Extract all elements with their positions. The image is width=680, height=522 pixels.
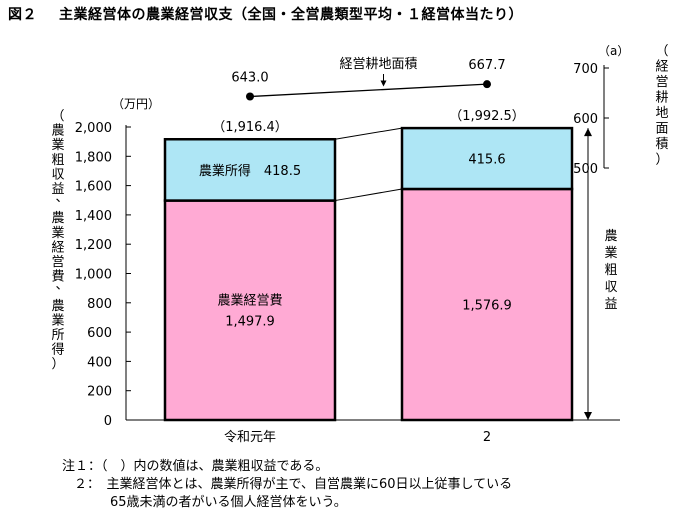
v-char: 営 <box>655 75 668 90</box>
y-tick-label: 600 <box>87 326 112 341</box>
area-axis-ticks: 500 600 700 <box>573 62 609 177</box>
area-value-label: 643.0 <box>231 71 268 86</box>
bar-income <box>163 137 337 202</box>
note-2: ２： 主業経営体とは、農業所得が主で、自営農業に60日以上従事している <box>74 477 513 492</box>
v-char: 、 <box>55 191 68 206</box>
category-label: 令和元年 <box>224 430 276 445</box>
v-char: 農 <box>51 211 64 226</box>
bars: （1,916.4） 令和元年 農業所得 418.5 農業経営費 1,497.9 （1,99… <box>163 109 592 445</box>
bracket-label: 農業粗収益 <box>604 229 617 312</box>
vertical-labels: （農業粗収益、農業経営費、農業所得）（経営耕地面積）農業粗収益 <box>51 44 668 372</box>
total-label: （1,916.4） <box>212 120 288 135</box>
v-char: 耕 <box>655 90 668 106</box>
total-label: （1,992.5） <box>449 109 525 124</box>
expense-name: 農業経営費 <box>217 292 282 308</box>
v-char: 業 <box>51 312 64 328</box>
y-tick-label: 1,400 <box>75 209 112 224</box>
area-axis-title: （経営耕地面積） <box>655 44 668 168</box>
v-char: 農 <box>51 124 64 139</box>
bar-expense <box>163 199 337 422</box>
area-label-arrow <box>380 80 387 87</box>
v-char: 農 <box>604 229 617 244</box>
area-point <box>246 92 254 101</box>
bracket-arrow-up <box>584 128 592 137</box>
y-tick-label: 1,800 <box>75 150 112 165</box>
y-tick-label: 0 <box>104 414 112 429</box>
left-axis-ticks: 0 200 400 600 800 1,000 1,200 1,400 1,600 1,800 2,… <box>75 121 131 429</box>
v-char: 粗 <box>604 263 617 278</box>
v-char: 面 <box>655 122 668 137</box>
y-tick-label: 800 <box>87 297 112 312</box>
left-axis-unit: （万円） <box>112 97 160 111</box>
area-line: 643.0 667.7 経営耕地面積 <box>231 56 506 101</box>
y-tick-label: 200 <box>87 385 112 400</box>
bar-income <box>400 126 574 191</box>
v-char: 粗 <box>51 153 64 168</box>
income-label: 415.6 <box>468 153 505 168</box>
v-char: 農 <box>51 299 64 314</box>
v-char: ） <box>51 357 64 372</box>
v-char: 地 <box>655 106 668 121</box>
y-tick-label: 400 <box>87 355 112 370</box>
title-text: 主業経営体の農業経営収支（全国・全営農類型平均・１経営体当たり） <box>59 7 523 23</box>
area-point <box>483 80 491 89</box>
y-tick-label: 1,200 <box>75 238 112 253</box>
v-char: 費 <box>51 270 64 285</box>
v-char: 益 <box>51 182 64 197</box>
y-tick-label: 1,600 <box>75 180 112 195</box>
v-char: ） <box>655 153 668 168</box>
v-char: 業 <box>51 225 64 241</box>
figure-number: 図２ <box>8 7 37 23</box>
expense-label: 1,497.9 <box>225 314 275 329</box>
note-3: 65歳未満の者がいる個人経営体をいう。 <box>110 495 347 510</box>
area-series-label: 経営耕地面積 <box>339 56 417 72</box>
v-char: （ <box>655 44 668 59</box>
y-tick-label: 1,000 <box>75 268 112 283</box>
bracket-arrow-down <box>584 412 592 420</box>
income-label: 農業所得 418.5 <box>199 163 301 179</box>
v-char: 益 <box>604 297 617 312</box>
v-char: 営 <box>51 255 64 270</box>
v-char: 経 <box>655 60 668 75</box>
area-tick-label: 500 <box>573 162 598 177</box>
chart-title: 図２ 主業経営体の農業経営収支（全国・全営農類型平均・１経営体当たり） <box>8 4 523 24</box>
v-char: 収 <box>51 167 64 182</box>
area-value-label: 667.7 <box>468 58 505 73</box>
connector-total <box>334 127 403 140</box>
v-char: 、 <box>55 278 68 293</box>
v-char: 収 <box>604 280 617 295</box>
connector-expense <box>334 188 403 202</box>
notes: 注１：（ ）内の数値は、農業粗収益である。 ２： 主業経営体とは、農業所得が主で… <box>62 458 512 512</box>
category-label: 2 <box>483 430 491 445</box>
v-char: 業 <box>51 137 64 153</box>
v-char: 得 <box>51 342 64 358</box>
left-axis-title: （農業粗収益、農業経営費、農業所得） <box>51 109 68 372</box>
area-axis-unit: （a） <box>598 44 629 58</box>
v-char: 業 <box>604 245 617 261</box>
note-1: 注１：（ ）内の数値は、農業粗収益である。 <box>62 459 329 474</box>
expense-label: 1,576.9 <box>462 298 512 313</box>
v-char: （ <box>51 109 64 124</box>
area-line-segment <box>249 83 488 98</box>
v-char: 経 <box>51 240 64 255</box>
v-char: 所 <box>51 328 64 343</box>
area-tick-label: 700 <box>573 62 598 77</box>
y-tick-label: 2,000 <box>75 121 112 136</box>
area-tick-label: 600 <box>573 112 598 127</box>
v-char: 積 <box>655 137 668 152</box>
